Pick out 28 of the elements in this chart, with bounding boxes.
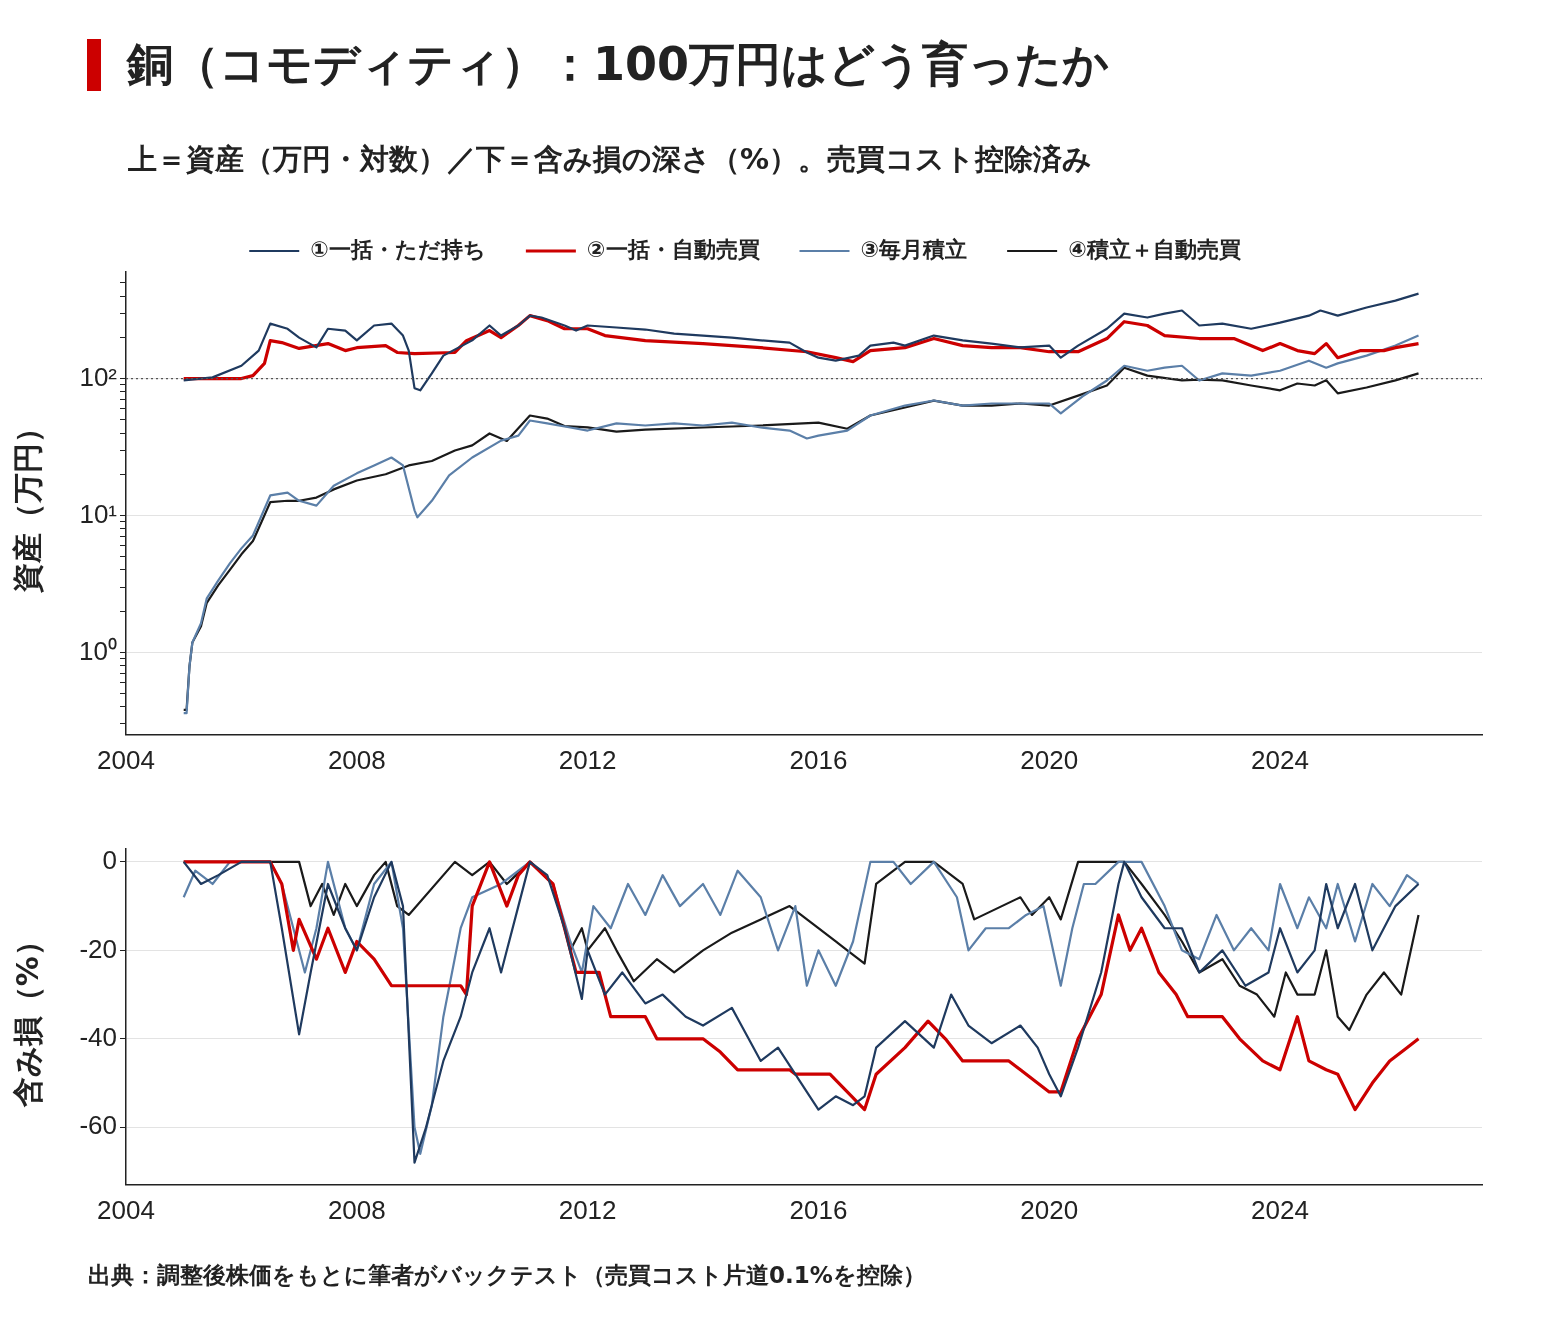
x-tick-label: 2012 [558,1194,617,1225]
x-tick-label: 2016 [789,744,848,775]
y-tick-label: -40 [79,1021,117,1052]
legend-label: ④積立＋自動売買 [1068,236,1241,262]
x-tick-label: 2020 [1020,1194,1079,1225]
x-tick-label: 2024 [1251,744,1309,775]
x-tick-label: 2004 [97,744,155,775]
x-tick-label: 2016 [789,1194,848,1225]
legend-label: ③毎月積立 [860,236,968,262]
y-tick-label: 10¹ [79,498,118,529]
chart-subtitle: 上＝資産（万円・対数）／下＝含み損の深さ（%）。売買コスト控除済み [127,141,1094,178]
y-tick-label: 10⁰ [79,635,117,666]
x-tick-label: 2012 [558,744,617,775]
x-tick-label: 2008 [327,1194,386,1225]
x-tick-label: 2020 [1020,744,1079,775]
chart-title: 銅（コモディティ）：100万円はどう育ったか [127,36,1110,93]
y-axis-title: 含み損（%） [9,926,45,1109]
x-tick-label: 2024 [1251,1194,1309,1225]
legend-label: ②一括・自動売買 [586,236,760,262]
y-tick-label: -20 [79,933,117,964]
y-tick-label: 0 [102,845,117,876]
x-tick-label: 2004 [97,1194,155,1225]
source-note: 出典：調整後株価をもとに筆者がバックテスト（売買コスト片道0.1%を控除） [87,1261,927,1290]
legend-label: ①一括・ただ持ち [310,236,486,262]
y-axis-title: 資産（万円） [9,413,45,595]
x-tick-label: 2008 [327,744,386,775]
y-tick-label: -60 [79,1110,117,1141]
y-tick-label: 10² [79,361,118,392]
